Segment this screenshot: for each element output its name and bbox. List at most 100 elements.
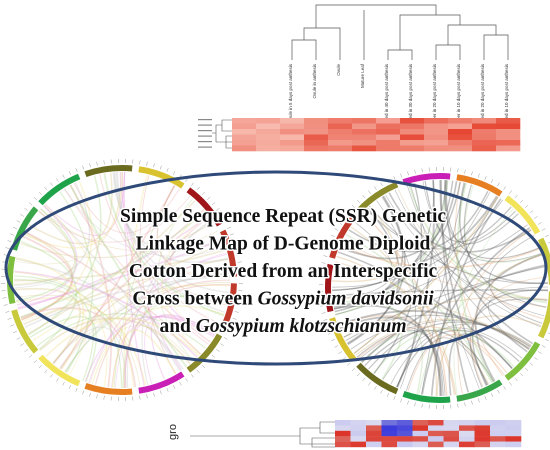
tick <box>24 208 28 211</box>
heatmap-cell <box>443 441 460 448</box>
tick <box>545 339 549 342</box>
tick <box>464 169 466 174</box>
tick <box>380 389 383 394</box>
chord <box>488 234 543 324</box>
chord <box>343 314 530 350</box>
chromosome-arc <box>325 263 334 313</box>
heatmap-cell <box>474 430 491 437</box>
tick <box>207 196 211 200</box>
chord <box>469 298 548 388</box>
heatmap-cell <box>472 134 497 141</box>
tick <box>334 228 339 231</box>
chord <box>405 337 489 391</box>
chromosome-arc <box>11 309 39 354</box>
tick <box>44 186 48 191</box>
tick <box>503 186 506 190</box>
tick <box>196 186 200 191</box>
chord <box>340 245 541 269</box>
tick <box>331 234 335 238</box>
chord <box>113 185 175 388</box>
chord <box>448 333 513 396</box>
tick <box>541 228 546 231</box>
heatmap-cell <box>366 430 382 437</box>
chord <box>13 249 226 282</box>
chord <box>44 172 126 236</box>
heatmap-cell <box>490 441 506 448</box>
chord <box>339 181 458 260</box>
chord <box>69 184 112 388</box>
heatmap-cell <box>381 425 398 431</box>
tick <box>82 390 85 395</box>
tick <box>514 194 518 199</box>
chord <box>409 184 480 389</box>
chord <box>338 315 455 396</box>
chromosome-arc <box>537 291 550 339</box>
heatmap-cell <box>459 420 475 426</box>
tick <box>334 345 339 348</box>
tick <box>159 390 162 395</box>
tick <box>368 382 371 386</box>
column-label: Mature Leaf <box>360 63 365 88</box>
tick <box>457 403 459 408</box>
tick <box>103 395 105 400</box>
heatmap-cell <box>352 145 377 152</box>
chord <box>345 234 493 383</box>
tick <box>223 337 228 340</box>
chord <box>333 300 404 380</box>
tick <box>538 351 542 354</box>
heatmap-cell <box>397 430 413 437</box>
tick <box>7 317 12 320</box>
tick <box>166 387 169 392</box>
chord <box>334 196 404 313</box>
tick <box>320 269 325 271</box>
chord <box>64 188 226 257</box>
chord <box>161 209 205 355</box>
chord <box>457 229 532 394</box>
chromosome-arc <box>84 165 133 177</box>
heatmap-cell <box>472 129 497 135</box>
heatmap-cell <box>424 145 449 152</box>
tick <box>525 368 529 372</box>
tick <box>20 214 24 217</box>
heatmap-cell <box>232 134 257 141</box>
heatmap-cell <box>428 420 444 426</box>
chord <box>382 327 523 380</box>
heatmap-cell <box>280 145 305 152</box>
tick <box>216 349 220 352</box>
tick <box>346 210 351 214</box>
chromosome-arc <box>38 173 81 206</box>
heatmap-cell <box>490 436 506 442</box>
chord <box>333 181 461 309</box>
tick <box>509 190 512 194</box>
chord <box>43 205 181 372</box>
title: Simple Sequence Repeat (SSR) Genetic Link… <box>118 205 447 339</box>
chord <box>454 181 504 377</box>
chord <box>169 216 228 306</box>
tick <box>211 202 216 206</box>
chord <box>424 180 512 243</box>
chord <box>430 198 502 396</box>
chord <box>124 283 230 388</box>
tick <box>173 385 176 389</box>
heatmap-cell <box>505 436 522 442</box>
chord <box>15 208 77 302</box>
chord <box>44 204 135 388</box>
row-label <box>198 141 212 143</box>
chord <box>150 314 217 380</box>
chord <box>333 304 442 397</box>
heatmap-cell <box>490 430 506 437</box>
heatmap-cell <box>472 123 497 130</box>
tick <box>62 174 65 179</box>
column-label: Seed in 40 days post anthesis <box>384 63 389 124</box>
tick <box>514 377 518 382</box>
tick <box>232 240 237 243</box>
chord <box>64 295 229 373</box>
chord <box>123 172 145 386</box>
chord <box>14 210 76 285</box>
tick <box>10 233 14 236</box>
tick <box>380 182 383 187</box>
chromosome-arc <box>504 341 541 381</box>
heatmap-cell <box>496 123 521 130</box>
heatmap-cell <box>381 420 398 426</box>
chord <box>350 326 446 396</box>
